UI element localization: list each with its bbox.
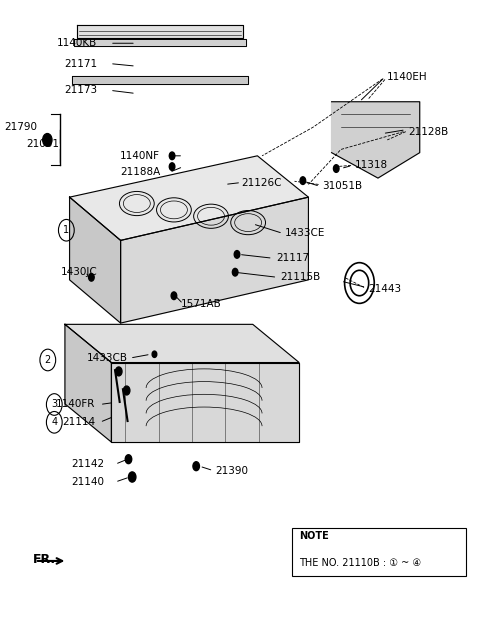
Circle shape [89,273,94,281]
Text: 1571AB: 1571AB [181,299,222,309]
Text: NOTE: NOTE [299,531,329,541]
Text: THE NO. 21110B : ① ~ ④: THE NO. 21110B : ① ~ ④ [299,558,421,568]
Text: 1430JC: 1430JC [60,267,97,277]
Circle shape [152,351,157,357]
Text: 21443: 21443 [369,284,402,294]
Polygon shape [70,197,120,323]
Polygon shape [74,39,246,46]
Text: 1140EH: 1140EH [387,72,428,82]
Text: 21171: 21171 [64,59,97,69]
Text: 21115B: 21115B [281,272,321,282]
Circle shape [125,455,132,464]
Polygon shape [111,363,299,442]
Polygon shape [76,25,243,38]
Text: 1433CE: 1433CE [285,228,325,238]
Polygon shape [65,324,299,363]
Text: 4: 4 [51,417,57,427]
Circle shape [193,462,199,471]
Text: 21790: 21790 [4,122,37,132]
Text: 21031: 21031 [26,139,59,149]
Text: 21117: 21117 [276,253,309,263]
Text: 21128B: 21128B [408,127,448,137]
Circle shape [300,177,306,184]
Circle shape [169,152,175,160]
Text: 1140FR: 1140FR [56,399,95,410]
Polygon shape [72,76,248,84]
Circle shape [123,386,130,395]
Text: 21114: 21114 [62,417,95,427]
Text: 3: 3 [51,399,57,410]
Text: 21173: 21173 [64,85,97,95]
Circle shape [129,472,136,482]
Text: 21188A: 21188A [120,167,160,177]
Polygon shape [120,197,309,323]
Text: FR.: FR. [33,553,56,566]
Text: 1433CB: 1433CB [86,353,128,363]
Text: 21142: 21142 [71,459,104,469]
Text: 11318: 11318 [355,160,388,170]
Polygon shape [332,102,420,178]
Polygon shape [70,156,309,240]
Circle shape [116,367,122,376]
Circle shape [43,134,52,146]
Text: 31051B: 31051B [323,181,362,191]
Text: 1140NF: 1140NF [120,151,160,161]
Text: 21390: 21390 [216,466,249,476]
Circle shape [334,165,339,172]
Circle shape [234,251,240,258]
Circle shape [232,268,238,276]
Circle shape [171,292,177,300]
Text: 2: 2 [45,355,51,365]
Text: 1: 1 [63,225,70,235]
Text: 21140: 21140 [72,477,104,487]
Polygon shape [65,324,111,442]
Text: 1140KB: 1140KB [57,38,97,48]
Text: 21126C: 21126C [241,177,282,188]
Circle shape [169,163,175,170]
